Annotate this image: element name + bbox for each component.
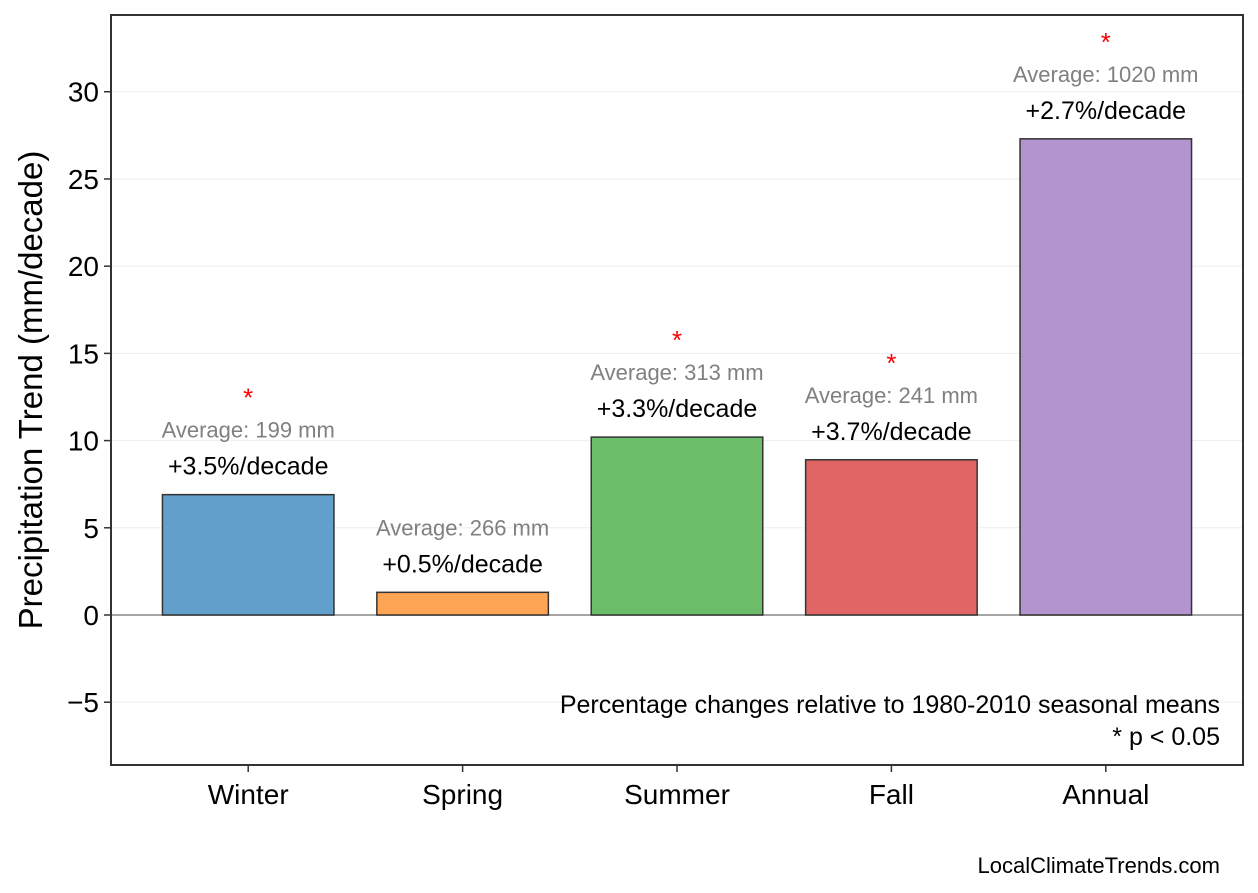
x-tick-label: Annual — [1062, 779, 1149, 810]
y-axis-label: Precipitation Trend (mm/decade) — [12, 151, 49, 630]
average-label: Average: 266 mm — [376, 515, 549, 540]
percent-label: +2.7%/decade — [1026, 97, 1187, 125]
significance-marker: * — [672, 325, 682, 355]
significance-marker: * — [243, 383, 253, 413]
y-tick-label: 0 — [83, 600, 99, 631]
significance-marker: * — [1101, 27, 1111, 57]
significance-marker: * — [886, 348, 896, 378]
x-axis-ticks: Winter Spring Summer Fall Annual — [208, 765, 1149, 810]
y-tick-label: 20 — [68, 251, 99, 282]
note-significance: * p < 0.05 — [1112, 723, 1220, 751]
x-tick-label: Winter — [208, 779, 289, 810]
percent-label: +3.5%/decade — [168, 453, 329, 481]
bar-winter — [161, 493, 335, 616]
bar-annual — [1019, 138, 1193, 616]
x-tick-label: Summer — [624, 779, 730, 810]
percent-label: +0.5%/decade — [382, 550, 543, 578]
bar-summer — [590, 436, 764, 616]
note-percentage: Percentage changes relative to 1980-2010… — [560, 691, 1220, 719]
percent-label: +3.3%/decade — [597, 395, 758, 423]
bar-spring — [376, 591, 550, 616]
x-tick-label: Fall — [869, 779, 914, 810]
bar-fall — [804, 459, 978, 616]
y-tick-label: 15 — [68, 338, 99, 369]
y-tick-label: −5 — [67, 687, 99, 718]
average-label: Average: 199 mm — [162, 418, 335, 443]
bar-labels: +3.5%/decade Average: 199 mm * +0.5%/decade… — [162, 27, 1199, 578]
y-axis-ticks: −5 0 5 10 15 20 25 30 — [67, 77, 111, 718]
y-tick-label: 5 — [83, 513, 99, 544]
average-label: Average: 1020 mm — [1013, 62, 1198, 87]
y-tick-label: 10 — [68, 426, 99, 457]
y-tick-label: 30 — [68, 77, 99, 108]
y-tick-label: 25 — [68, 164, 99, 195]
watermark: LocalClimateTrends.com — [978, 853, 1221, 878]
average-label: Average: 313 mm — [590, 360, 763, 385]
average-label: Average: 241 mm — [805, 383, 978, 408]
bars — [161, 138, 1193, 616]
percent-label: +3.7%/decade — [811, 418, 972, 446]
x-tick-label: Spring — [422, 779, 503, 810]
